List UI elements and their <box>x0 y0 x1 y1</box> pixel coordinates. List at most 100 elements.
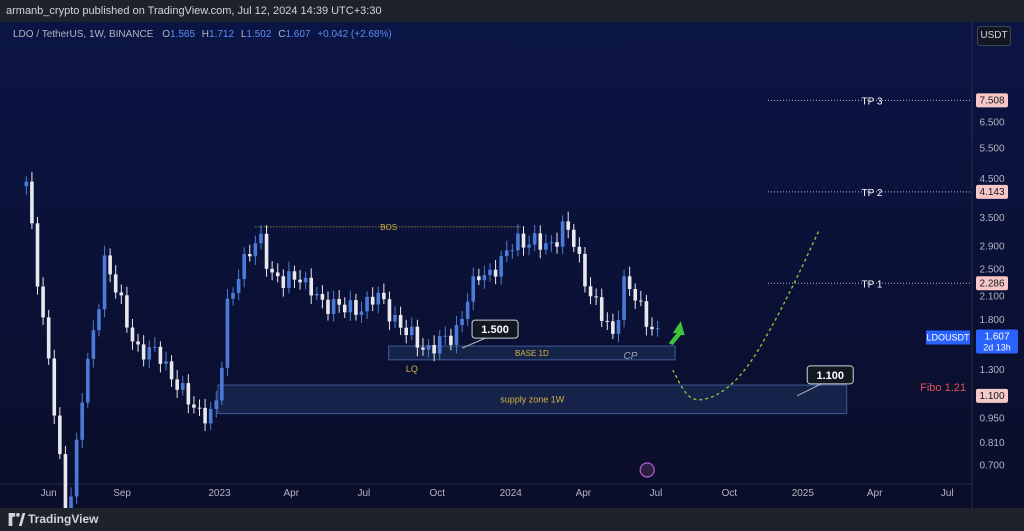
price-tick: 0.810 <box>979 438 1004 449</box>
candle-body <box>52 358 57 416</box>
candle-body <box>63 454 68 508</box>
candle-body <box>231 292 235 299</box>
candle-body <box>605 320 610 322</box>
candle-body <box>270 268 274 273</box>
candle-body <box>566 221 570 230</box>
price-tag <box>976 184 1008 199</box>
time-tick: 2023 <box>208 488 231 499</box>
bar-countdown: 2d 13h <box>983 343 1011 353</box>
tradingview-logo-icon[interactable] <box>8 513 26 526</box>
price-tag <box>976 93 1008 108</box>
candle-body <box>544 243 548 250</box>
price-tag-value: 2.286 <box>979 278 1004 289</box>
candle-body <box>158 346 163 364</box>
candle-body <box>41 286 45 318</box>
legend-high: 1.712 <box>209 29 235 40</box>
candle-body <box>594 296 598 298</box>
candle-body <box>30 181 34 224</box>
candle-body <box>74 439 79 497</box>
zone-label: supply zone 1W <box>500 394 565 404</box>
callout-value: 1.500 <box>481 324 509 336</box>
legend-low-label: L <box>240 29 247 40</box>
publish-header: armanb_crypto published on TradingView.c… <box>0 0 1024 22</box>
price-tick: 3.500 <box>979 213 1004 224</box>
candle-body <box>532 233 537 245</box>
candle-body <box>644 301 649 327</box>
time-tick: Apr <box>283 488 299 499</box>
candle-body <box>488 269 492 276</box>
bos-label: BOS <box>380 223 397 232</box>
candle-body <box>376 292 381 305</box>
candle-body <box>153 346 157 348</box>
price-tag-value: 1.100 <box>979 391 1004 402</box>
candle-body <box>136 341 140 345</box>
candle-body <box>348 300 353 313</box>
fibo-label: Fibo 1.21 <box>920 382 966 394</box>
candle-body <box>560 221 565 247</box>
candle-body <box>164 361 168 364</box>
zone-rect <box>388 345 676 361</box>
time-tick: 2024 <box>500 488 523 499</box>
candle-body <box>571 229 576 247</box>
footer-brand[interactable]: TradingView <box>28 512 99 526</box>
candle-body <box>382 292 386 300</box>
symbol-name: LDOUSDT <box>926 333 970 343</box>
candle-body <box>247 254 252 257</box>
candle-body <box>186 383 191 405</box>
candle-body <box>180 383 185 390</box>
zone-sublabel: LQ <box>406 364 418 374</box>
candle-body <box>242 254 246 280</box>
currency-button[interactable]: USDT <box>977 26 1011 46</box>
candle-body <box>147 347 152 360</box>
price-tag-value: 4.143 <box>979 187 1004 198</box>
candle-body <box>264 233 269 269</box>
candle-body <box>365 296 369 312</box>
candle-body <box>337 298 341 305</box>
price-tick: 0.700 <box>979 460 1004 471</box>
zone-label: BASE 1D <box>515 349 549 358</box>
price-tick: 1.800 <box>979 315 1004 326</box>
candle-body <box>477 276 481 281</box>
candle-body <box>516 233 520 251</box>
candle-body <box>549 242 554 244</box>
candle-body <box>521 233 526 248</box>
time-tick: 2025 <box>792 488 815 499</box>
time-tick: Jun <box>41 488 57 499</box>
cp-label: CP <box>623 351 637 362</box>
event-marker-icon <box>639 462 655 478</box>
candle-body <box>309 277 314 296</box>
candle-body <box>465 301 470 319</box>
candle-body <box>208 408 213 424</box>
legend-open-label: O <box>162 29 170 40</box>
candle-body <box>616 319 621 334</box>
candle-body <box>197 407 202 409</box>
candle-body <box>482 275 487 281</box>
chart-legend: LDO / TetherUS, 1W, BINANCE O1.565 H1.71… <box>13 29 392 40</box>
candle-body <box>169 361 174 380</box>
candle-body <box>504 250 509 257</box>
chart-area[interactable]: supply zone 1W BASE 1D LQ BOS TP 3 TP 2 TP 1 … <box>0 22 1024 508</box>
legend-high-label: H <box>201 29 210 40</box>
candle-body <box>627 276 632 290</box>
projection-path <box>672 228 821 401</box>
callout-value: 1.100 <box>816 370 844 382</box>
candle-body <box>259 233 263 244</box>
legend-close: 1.607 <box>285 29 311 40</box>
candle-body <box>432 345 436 354</box>
candle-body <box>46 317 51 359</box>
candle-body <box>622 276 626 320</box>
candle-body <box>443 335 448 337</box>
legend-symbol: LDO / TetherUS, 1W, BINANCE <box>13 29 154 40</box>
time-tick: Jul <box>358 488 371 499</box>
candle-body <box>426 345 431 350</box>
candle-body <box>253 243 258 257</box>
candle-body <box>359 311 364 315</box>
callout-box <box>471 319 519 339</box>
candle-body <box>298 279 302 283</box>
time-tick: Jul <box>941 488 954 499</box>
price-tag-value: 7.508 <box>979 95 1004 106</box>
candle-body <box>454 325 459 345</box>
symbol-tag <box>926 330 970 345</box>
candle-body <box>499 256 503 277</box>
